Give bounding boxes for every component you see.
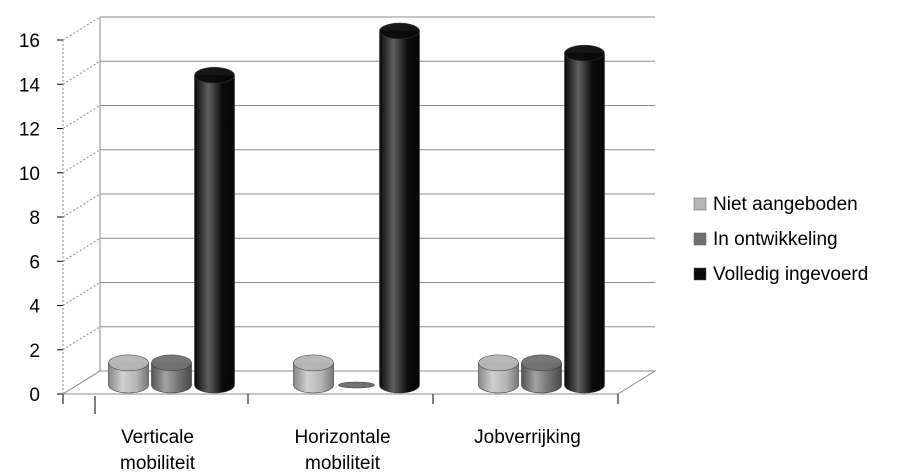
legend-swatch — [693, 232, 707, 246]
bar — [521, 354, 562, 394]
gridline-side — [62, 105, 101, 129]
legend-label: Volledig ingevoerd — [713, 264, 868, 285]
y-tick-label: 16 — [19, 31, 40, 52]
legend-label: In ontwikkeling — [713, 229, 838, 250]
bar — [564, 44, 605, 394]
y-tick-label: 0 — [29, 385, 40, 406]
bar — [338, 381, 375, 389]
gridline-side — [62, 237, 101, 262]
y-tick-label: 12 — [19, 120, 40, 141]
gridlines — [62, 16, 655, 395]
x-tick-label: Jobverrijking — [474, 427, 581, 448]
y-tick-label: 4 — [29, 297, 40, 318]
y-tick-label: 2 — [29, 341, 40, 362]
gridline-side — [62, 16, 101, 41]
bar — [478, 354, 519, 394]
y-tick-label: 8 — [29, 208, 40, 229]
bars — [108, 22, 605, 394]
gridline-side — [62, 193, 101, 218]
gridline-side — [62, 60, 101, 85]
y-tick-label: 6 — [29, 252, 40, 273]
x-tick-label: Horizontale — [294, 427, 390, 448]
x-tick-label: mobiliteit — [120, 453, 196, 474]
gridline-side — [62, 149, 101, 174]
y-tick-label: 10 — [19, 164, 40, 185]
legend-swatch — [693, 197, 707, 211]
y-axis: 0 2 4 6 8 10 12 14 16 — [19, 17, 101, 406]
bar — [108, 354, 149, 394]
legend-swatch — [693, 267, 707, 281]
bar — [151, 354, 192, 394]
bar — [293, 354, 334, 394]
y-tick-label: 14 — [19, 75, 41, 96]
gridline-side — [62, 326, 101, 351]
x-axis-labels: Verticale mobiliteit Horizontale mobiliteit… — [120, 427, 581, 474]
bar — [379, 22, 420, 394]
legend-label: Niet aangeboden — [713, 194, 858, 215]
gridline-side — [62, 282, 101, 306]
x-tick-label: mobiliteit — [305, 453, 381, 474]
bar — [194, 66, 235, 394]
legend: Niet aangeboden In ontwikkeling Volledig i… — [693, 194, 868, 285]
x-tick-label: Verticale — [121, 427, 194, 448]
